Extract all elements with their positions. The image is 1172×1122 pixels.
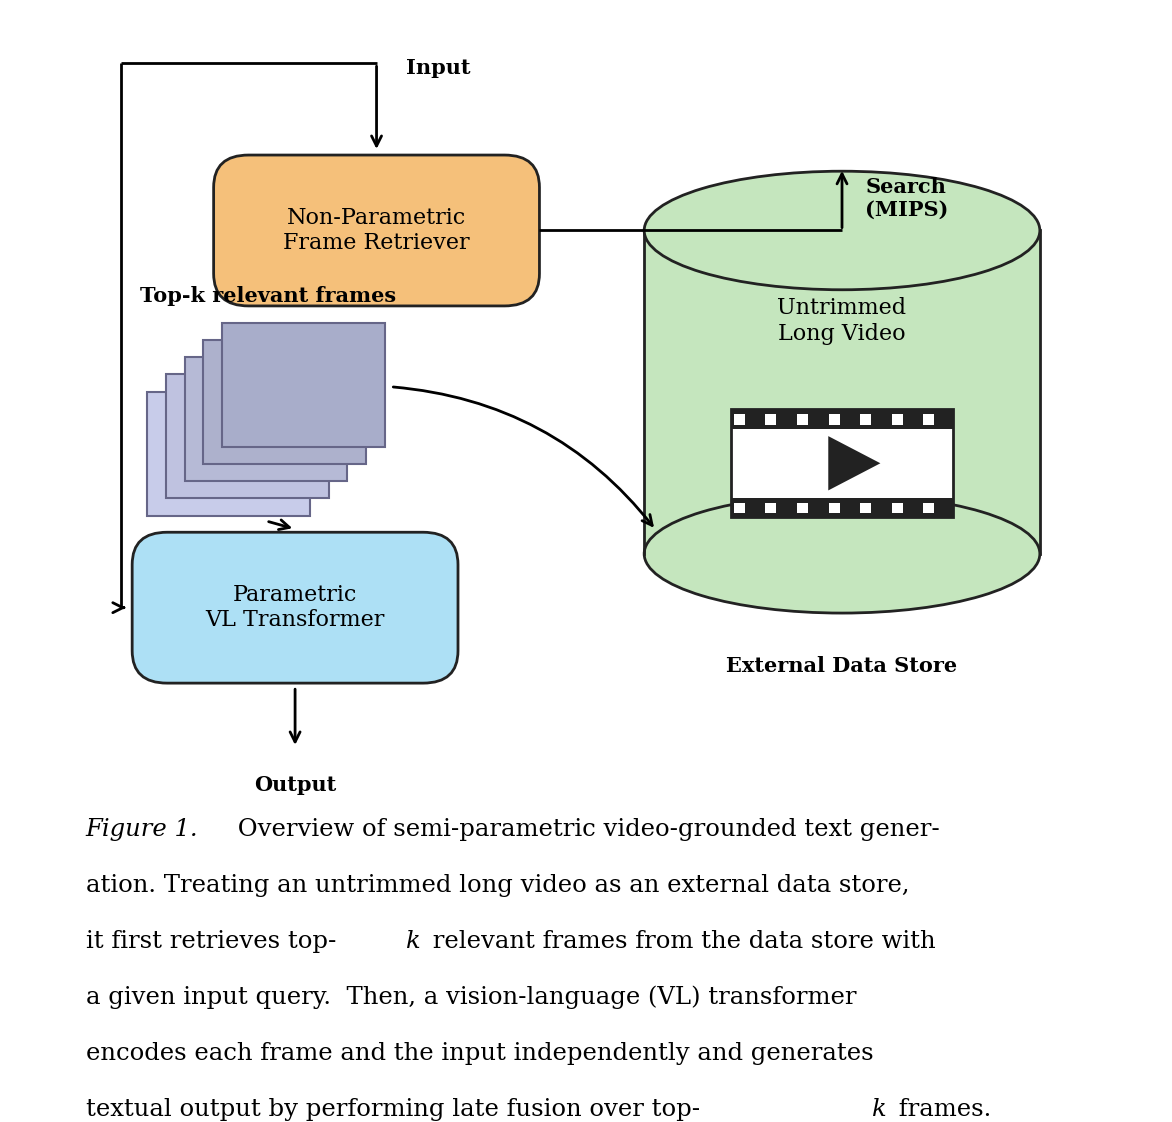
Text: it first retrieves top-: it first retrieves top- (86, 930, 336, 953)
Text: frames.: frames. (891, 1098, 992, 1121)
FancyBboxPatch shape (166, 375, 329, 498)
Text: Non-Parametric
Frame Retriever: Non-Parametric Frame Retriever (284, 206, 470, 255)
Text: Parametric
VL Transformer: Parametric VL Transformer (205, 583, 384, 632)
FancyBboxPatch shape (132, 532, 458, 683)
FancyBboxPatch shape (765, 503, 777, 513)
Text: textual output by performing late fusion over top-: textual output by performing late fusion… (86, 1098, 700, 1121)
Text: Input: Input (406, 58, 470, 79)
FancyBboxPatch shape (797, 503, 808, 513)
Text: External Data Store: External Data Store (727, 656, 958, 677)
Text: Search
(MIPS): Search (MIPS) (865, 176, 948, 220)
Text: ation. Treating an untrimmed long video as an external data store,: ation. Treating an untrimmed long video … (86, 874, 909, 896)
FancyBboxPatch shape (222, 323, 384, 447)
FancyBboxPatch shape (892, 503, 902, 513)
Text: Top-k relevant frames: Top-k relevant frames (141, 286, 396, 306)
FancyBboxPatch shape (892, 414, 902, 425)
FancyBboxPatch shape (148, 392, 311, 515)
FancyBboxPatch shape (924, 414, 934, 425)
FancyBboxPatch shape (829, 414, 839, 425)
FancyBboxPatch shape (860, 503, 871, 513)
Ellipse shape (645, 495, 1040, 613)
FancyBboxPatch shape (734, 503, 745, 513)
FancyBboxPatch shape (184, 357, 347, 481)
Text: Untrimmed
Long Video: Untrimmed Long Video (777, 297, 907, 344)
Text: Overview of semi-parametric video-grounded text gener-: Overview of semi-parametric video-ground… (230, 818, 940, 840)
Text: encodes each frame and the input independently and generates: encodes each frame and the input indepen… (86, 1042, 873, 1065)
Text: Figure 1.: Figure 1. (86, 818, 198, 840)
FancyBboxPatch shape (203, 340, 366, 463)
FancyBboxPatch shape (734, 414, 745, 425)
FancyBboxPatch shape (731, 498, 953, 517)
FancyBboxPatch shape (860, 414, 871, 425)
FancyBboxPatch shape (765, 414, 777, 425)
FancyBboxPatch shape (924, 503, 934, 513)
FancyBboxPatch shape (829, 503, 839, 513)
FancyBboxPatch shape (731, 410, 953, 517)
FancyBboxPatch shape (213, 155, 539, 306)
Ellipse shape (645, 172, 1040, 289)
FancyBboxPatch shape (731, 410, 953, 429)
Text: relevant frames from the data store with: relevant frames from the data store with (425, 930, 936, 953)
Text: k: k (872, 1098, 887, 1121)
FancyBboxPatch shape (797, 414, 808, 425)
FancyArrowPatch shape (394, 387, 652, 525)
Text: a given input query.  Then, a vision-language (VL) transformer: a given input query. Then, a vision-lang… (86, 986, 856, 1010)
Text: Output: Output (254, 774, 336, 794)
Polygon shape (829, 436, 880, 490)
Text: k: k (407, 930, 421, 953)
